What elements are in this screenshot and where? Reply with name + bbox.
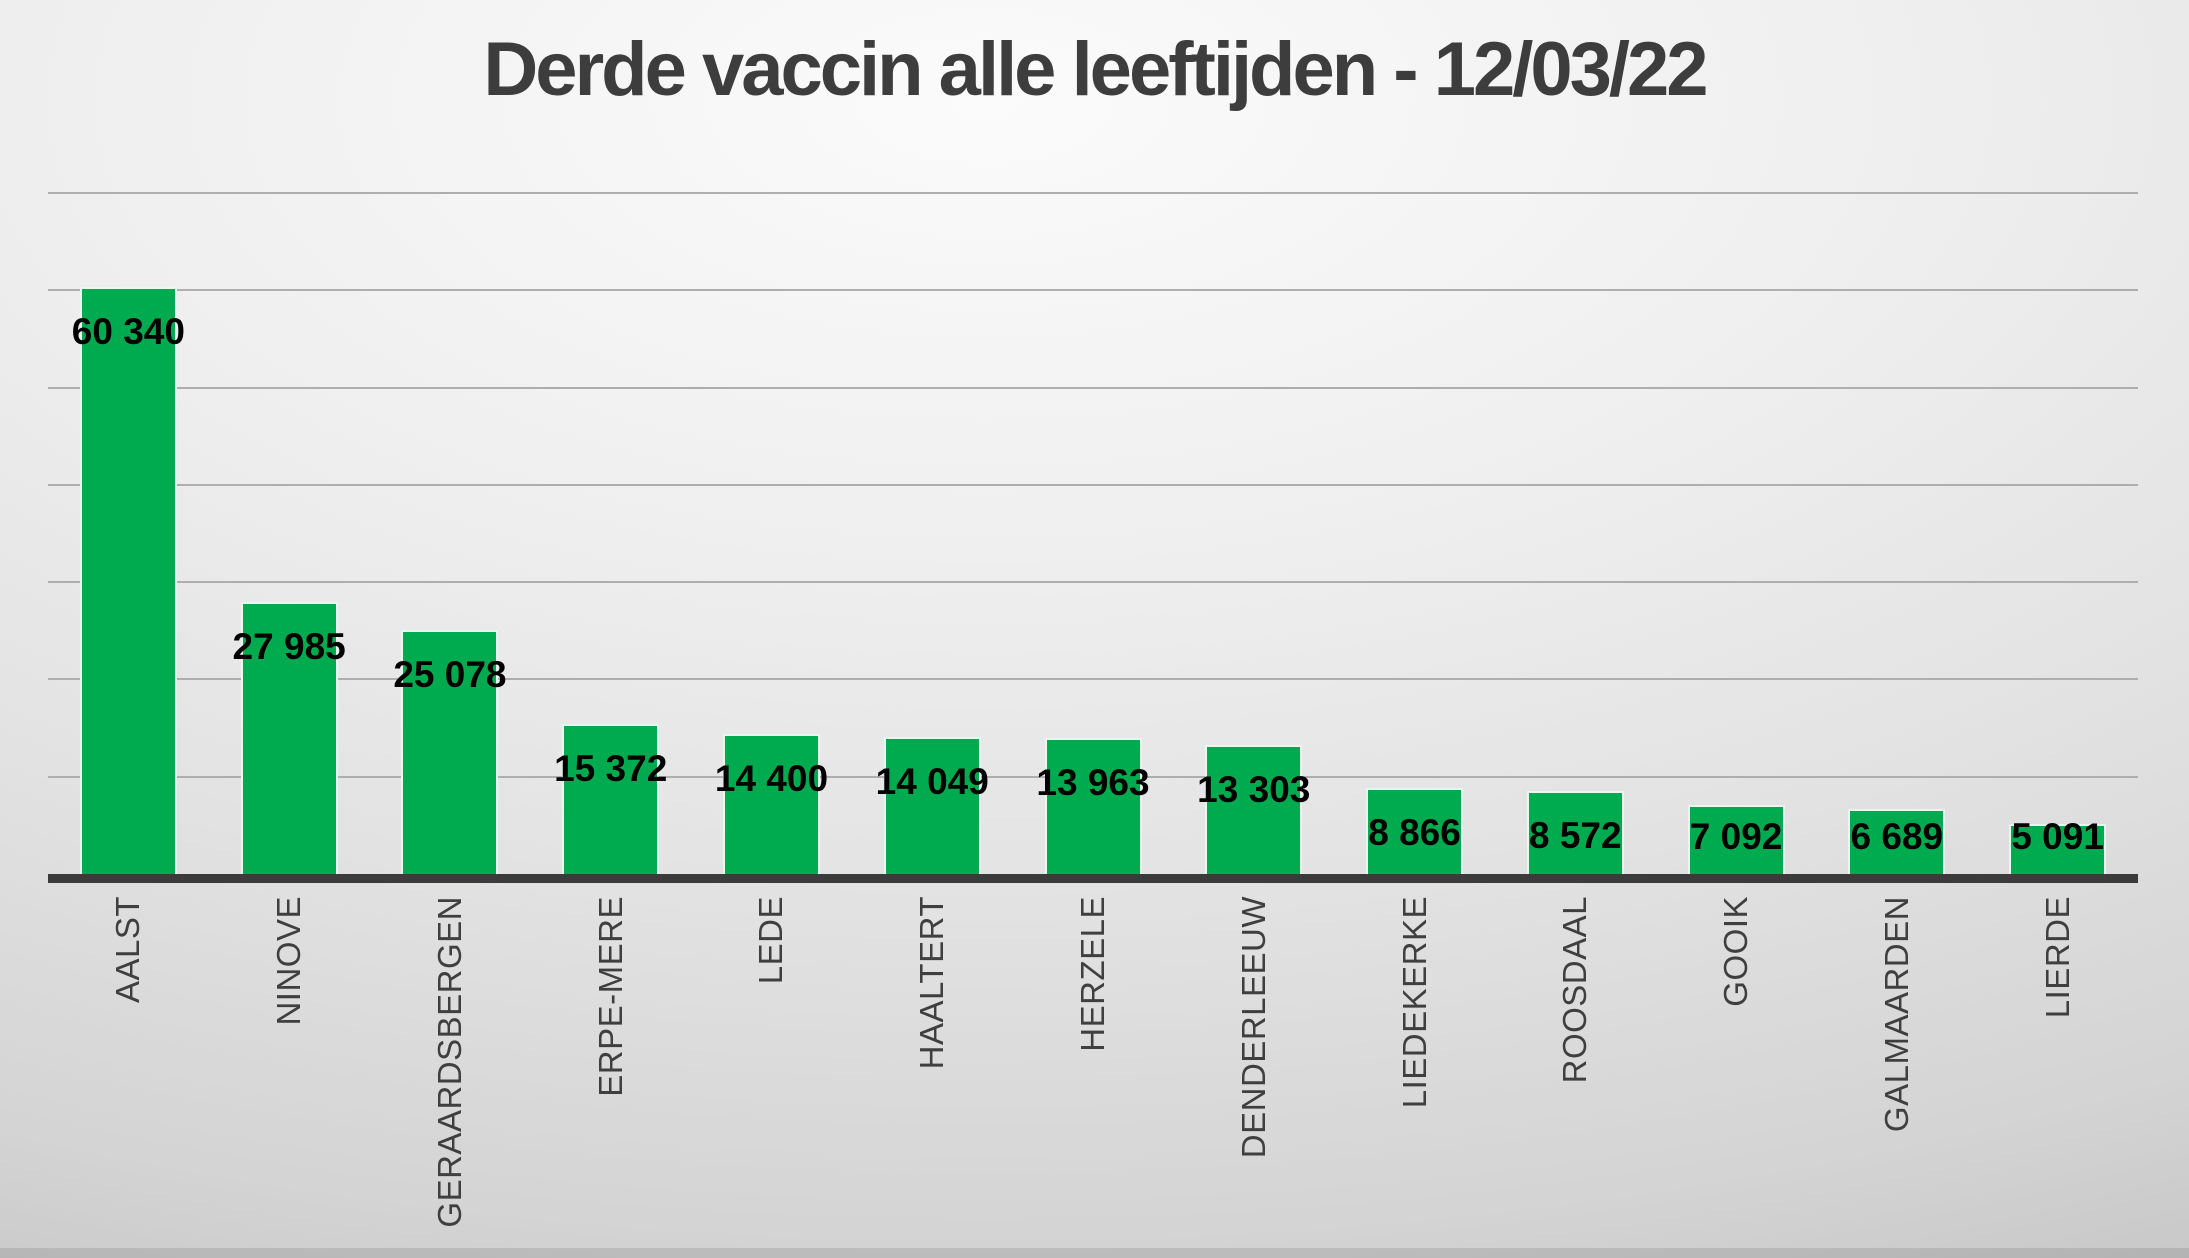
category-slot: AALST (48, 896, 209, 1258)
bar-lede (722, 733, 820, 874)
bar-value-label: 27 985 (232, 625, 346, 667)
bar-value-label: 15 372 (554, 748, 668, 790)
bar-herzele (1044, 738, 1142, 874)
bar-value-label: 60 340 (71, 310, 185, 352)
category-label: ROOSDAAL (1556, 896, 1594, 1084)
gridline (48, 581, 2138, 584)
gridline (48, 483, 2138, 486)
bar-value-label: 13 303 (1197, 768, 1311, 810)
bar-value-label: 8 572 (1529, 814, 1622, 856)
category-slot: HERZELE (1013, 896, 1174, 1258)
category-slot: NINOVE (209, 896, 370, 1258)
gridline (48, 192, 2138, 194)
category-slot: ERPE-MERE (530, 896, 691, 1258)
category-label: NINOVE (270, 896, 308, 1026)
category-label: AALST (109, 896, 147, 1004)
gridline (48, 386, 2138, 389)
category-label: LEDE (752, 896, 790, 985)
category-label: ERPE-MERE (591, 896, 629, 1097)
bar-value-label: 14 400 (714, 757, 829, 799)
category-label: LIEDEKERKE (1395, 896, 1433, 1109)
chart-title: Derde vaccin alle leeftijden - 12/03/22 (483, 27, 1708, 112)
bar-lierde (2009, 824, 2107, 874)
category-slot: GALMAARDEN (1816, 896, 1977, 1258)
bar-value-label: 14 049 (875, 761, 989, 803)
bar-roosdaal (1526, 790, 1624, 874)
category-slot: GOOIK (1656, 896, 1817, 1258)
gridline (48, 289, 2138, 292)
bar-erpe-mere (562, 724, 660, 874)
bar-value-label: 5 091 (2011, 816, 2104, 857)
category-slot: ROOSDAAL (1495, 896, 1656, 1258)
bar-ninove (240, 601, 338, 874)
category-slot: LIEDEKERKE (1334, 896, 1495, 1258)
bar-value-label: 6 689 (1850, 816, 1944, 857)
bar-haaltert (883, 737, 981, 874)
bar-gooik (1687, 805, 1785, 874)
plot-area: 60 340 27 985 25 078 15 372 14 400 14 049 13 9… (48, 192, 2138, 883)
category-label: DENDERLEEUW (1234, 896, 1272, 1159)
bar-aalst (79, 286, 177, 874)
category-label: HERZELE (1074, 896, 1111, 1052)
category-label: HAALTERT (913, 896, 951, 1070)
category-slot: LEDE (691, 896, 852, 1258)
category-slot: HAALTERT (852, 896, 1013, 1258)
bar-value-label: 7 092 (1689, 816, 1783, 857)
bar-geraardsbergen (401, 630, 499, 874)
gridline (48, 678, 2138, 681)
category-label: GOOIK (1717, 896, 1755, 1007)
category-slot: GERAARDSBERGEN (370, 896, 531, 1258)
category-slot: LIERDE (1977, 896, 2138, 1258)
bar-value-label: 13 963 (1036, 762, 1150, 804)
category-label: LIERDE (2038, 896, 2076, 1019)
bar-liedekerke (1366, 787, 1464, 874)
category-label: GERAARDSBERGEN (430, 896, 468, 1228)
bar-denderleeuw (1205, 744, 1303, 874)
category-label: GALMAARDEN (1877, 896, 1915, 1133)
bar-value-label: 8 866 (1368, 811, 1461, 853)
category-slot: DENDERLEEUW (1173, 896, 1334, 1258)
x-axis-line (48, 874, 2138, 883)
bar-galmaarden (1848, 808, 1946, 874)
bar-value-label: 25 078 (393, 654, 507, 696)
category-axis-labels: AALST NINOVE GERAARDSBERGEN ERPE-MERE LEDE HA… (48, 896, 2138, 1258)
